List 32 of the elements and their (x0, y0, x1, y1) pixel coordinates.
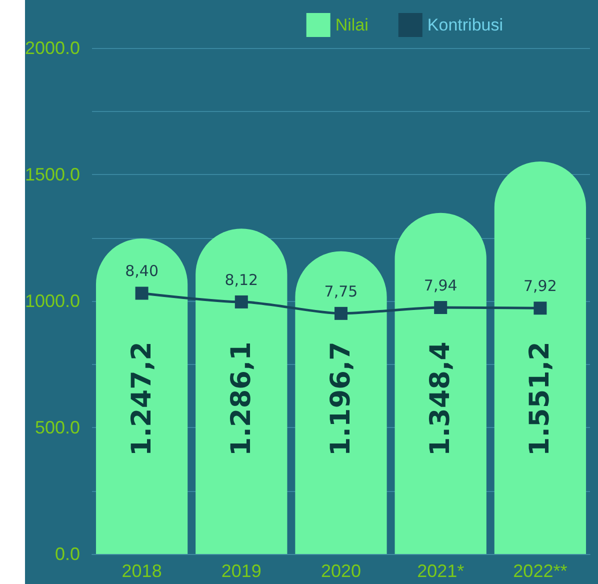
point (534, 302, 547, 315)
y-tick-label: 2000.0 (24, 38, 80, 58)
y-tick-label: 500.0 (34, 418, 80, 438)
data-label: 8,12 (224, 270, 258, 289)
data-label: 1.286,1 (226, 342, 257, 456)
data-label: 1.348,4 (425, 342, 456, 456)
bar (196, 228, 288, 554)
bar (494, 162, 586, 554)
x-tick-label: 2022** (513, 561, 568, 581)
y-tick-label: 1500.0 (24, 164, 80, 184)
point (234, 295, 248, 308)
legend-label: Kontribusi (427, 16, 504, 34)
bar (96, 238, 188, 554)
y-tick-label: 1000.0 (24, 291, 80, 311)
y-tick-label: 0.0 (54, 544, 80, 564)
legend-label: Nilai (335, 16, 368, 34)
data-label: 7,94 (424, 276, 458, 295)
x-tick-label: 2020 (320, 561, 362, 581)
data-label: 8,40 (125, 262, 159, 280)
data-label: 1.551,2 (524, 342, 556, 456)
data-label: 7,92 (523, 277, 557, 296)
bar (394, 212, 486, 554)
data-label: 7,75 (324, 282, 358, 300)
x-tick-label: 2019 (221, 561, 262, 581)
x-tick-label: 2021* (417, 561, 464, 581)
x-tick-label: 2018 (122, 561, 162, 581)
point (434, 301, 448, 314)
data-label: 1.196,7 (326, 342, 356, 456)
point (135, 286, 148, 300)
bar (295, 251, 387, 554)
point (334, 306, 348, 320)
data-label: 1.247,2 (126, 342, 158, 456)
